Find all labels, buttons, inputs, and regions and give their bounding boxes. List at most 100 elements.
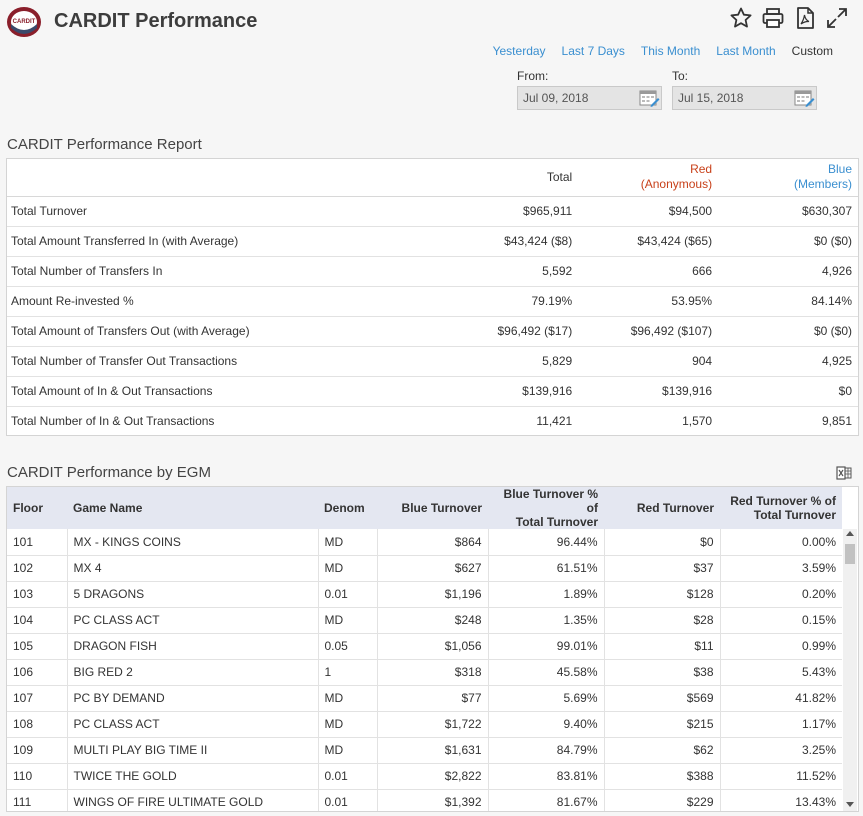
header-actions bbox=[729, 6, 849, 30]
egm-table: Floor Game Name Denom Blue Turnover Blue… bbox=[7, 487, 842, 811]
calendar-icon[interactable] bbox=[638, 88, 660, 108]
row-blue: $0 ($0) bbox=[718, 316, 858, 347]
report-row: Total Number of In & Out Transactions 11,… bbox=[7, 406, 858, 436]
table-row[interactable]: 111 WINGS OF FIRE ULTIMATE GOLD 0.01 $1,392… bbox=[7, 789, 842, 811]
cell-blue-pct: 5.69% bbox=[488, 685, 605, 712]
print-icon[interactable] bbox=[761, 6, 785, 30]
col-red-turnover[interactable]: Red Turnover bbox=[604, 487, 720, 529]
pdf-icon[interactable] bbox=[793, 6, 817, 30]
report-row: Amount Re-invested % 79.19% 53.95% 84.14% bbox=[7, 286, 858, 317]
report-row: Total Number of Transfer Out Transaction… bbox=[7, 346, 858, 377]
cell-blue-pct: 61.51% bbox=[488, 555, 605, 582]
star-icon[interactable] bbox=[729, 6, 753, 30]
cell-red-pct: 41.82% bbox=[720, 685, 842, 712]
cell-floor: 109 bbox=[7, 737, 68, 764]
row-total: $96,492 ($17) bbox=[436, 316, 579, 347]
row-total: 5,592 bbox=[436, 256, 579, 287]
calendar-icon[interactable] bbox=[793, 88, 815, 108]
from-date-input[interactable] bbox=[518, 87, 628, 109]
table-row[interactable]: 109 MULTI PLAY BIG TIME II MD $1,631 84.79% $… bbox=[7, 737, 842, 764]
cell-blue-pct: 84.79% bbox=[488, 737, 605, 764]
cell-floor: 110 bbox=[7, 763, 68, 790]
table-row[interactable]: 103 5 DRAGONS 0.01 $1,196 1.89% $128 0.20% bbox=[7, 581, 842, 608]
table-row[interactable]: 110 TWICE THE GOLD 0.01 $2,822 83.81% $388 11.… bbox=[7, 763, 842, 790]
cell-blue-turnover: $2,822 bbox=[377, 763, 489, 790]
row-red: $96,492 ($107) bbox=[578, 316, 719, 347]
row-red: 666 bbox=[578, 256, 719, 287]
cell-red-pct: 0.15% bbox=[720, 607, 842, 634]
from-date-field[interactable] bbox=[517, 86, 662, 110]
cell-game: 5 DRAGONS bbox=[67, 581, 319, 608]
row-red: $94,500 bbox=[578, 196, 719, 227]
table-row[interactable]: 107 PC BY DEMAND MD $77 5.69% $569 41.82% bbox=[7, 685, 842, 712]
page-title: CARDIT Performance bbox=[54, 10, 258, 32]
range-custom[interactable]: Custom bbox=[791, 44, 833, 58]
report-header-label bbox=[7, 159, 437, 197]
cell-denom: 1 bbox=[318, 659, 378, 686]
cell-red-turnover: $569 bbox=[604, 685, 721, 712]
row-label: Amount Re-invested % bbox=[7, 286, 437, 317]
cell-denom: MD bbox=[318, 607, 378, 634]
range-this-month[interactable]: This Month bbox=[640, 44, 701, 58]
report-header-red: Red (Anonymous) bbox=[578, 159, 719, 197]
col-red-turnover-pct[interactable]: Red Turnover % of Total Turnover bbox=[720, 487, 842, 529]
col-floor[interactable]: Floor bbox=[7, 487, 67, 529]
row-total: 11,421 bbox=[536, 414, 573, 429]
col-blue-turnover-pct[interactable]: Blue Turnover % of Total Turnover bbox=[488, 487, 604, 529]
cell-red-turnover: $0 bbox=[604, 529, 721, 556]
excel-export-icon[interactable] bbox=[836, 465, 852, 481]
col-game-name[interactable]: Game Name bbox=[67, 487, 318, 529]
cell-red-pct: 0.00% bbox=[720, 529, 842, 556]
egm-section-title: CARDIT Performance by EGM bbox=[7, 464, 211, 481]
report-row: Total Amount of Transfers Out (with Aver… bbox=[7, 316, 858, 347]
cell-game: TWICE THE GOLD bbox=[67, 763, 319, 790]
report-header-blue: Blue (Members) bbox=[718, 159, 858, 197]
scroll-down-icon[interactable] bbox=[846, 802, 854, 807]
col-denom[interactable]: Denom bbox=[318, 487, 377, 529]
cell-blue-turnover: $318 bbox=[377, 659, 489, 686]
cell-red-turnover: $28 bbox=[604, 607, 721, 634]
from-date-block: From: bbox=[517, 69, 662, 110]
cell-floor: 103 bbox=[7, 581, 68, 608]
report-row: Total Amount of In & Out Transactions $13… bbox=[7, 376, 858, 407]
range-last-month[interactable]: Last Month bbox=[716, 44, 776, 58]
cell-blue-turnover: $1,196 bbox=[377, 581, 489, 608]
report-table: Total Red (Anonymous) Blue (Members) Tot… bbox=[7, 159, 858, 436]
cell-blue-pct: 1.35% bbox=[488, 607, 605, 634]
row-blue: 4,925 bbox=[718, 346, 858, 377]
table-row[interactable]: 104 PC CLASS ACT MD $248 1.35% $28 0.15% bbox=[7, 607, 842, 634]
cell-floor: 101 bbox=[7, 529, 68, 556]
cell-floor: 102 bbox=[7, 555, 68, 582]
red-sublabel: (Anonymous) bbox=[640, 177, 713, 192]
range-last-7-days[interactable]: Last 7 Days bbox=[561, 44, 625, 58]
table-row[interactable]: 101 MX - KINGS COINS MD $864 96.44% $0 0.00% bbox=[7, 529, 842, 556]
cell-floor: 104 bbox=[7, 607, 68, 634]
row-blue: 4,926 bbox=[718, 256, 858, 287]
col-red-pct-line1: Red Turnover % of bbox=[730, 494, 836, 508]
cell-red-turnover: $62 bbox=[604, 737, 721, 764]
to-date-input[interactable] bbox=[673, 87, 783, 109]
cell-red-pct: 1.17% bbox=[720, 711, 842, 738]
expand-icon[interactable] bbox=[825, 6, 849, 30]
col-blue-pct-line2: Total Turnover bbox=[515, 515, 598, 529]
cardit-logo: CARDIT bbox=[7, 7, 41, 37]
to-date-block: To: bbox=[672, 69, 817, 110]
table-row[interactable]: 102 MX 4 MD $627 61.51% $37 3.59% bbox=[7, 555, 842, 582]
scrollbar-thumb[interactable] bbox=[845, 544, 855, 564]
row-blue: $630,307 bbox=[718, 196, 858, 227]
scroll-up-icon[interactable] bbox=[846, 531, 854, 536]
table-row[interactable]: 106 BIG RED 2 1 $318 45.58% $38 5.43% bbox=[7, 659, 842, 686]
to-date-field[interactable] bbox=[672, 86, 817, 110]
range-yesterday[interactable]: Yesterday bbox=[492, 44, 546, 58]
vertical-scrollbar[interactable] bbox=[843, 529, 857, 811]
row-label: Total Turnover bbox=[7, 196, 437, 227]
to-label: To: bbox=[672, 69, 689, 83]
table-row[interactable]: 105 DRAGON FISH 0.05 $1,056 99.01% $11 0.99% bbox=[7, 633, 842, 660]
row-label: Total Amount of In & Out Transactions bbox=[7, 376, 437, 407]
cell-game: PC BY DEMAND bbox=[67, 685, 319, 712]
col-blue-turnover[interactable]: Blue Turnover bbox=[377, 487, 488, 529]
cell-blue-pct: 9.40% bbox=[488, 711, 605, 738]
row-label: Total Number of Transfers In bbox=[7, 256, 437, 287]
table-row[interactable]: 108 PC CLASS ACT MD $1,722 9.40% $215 1.17% bbox=[7, 711, 842, 738]
cell-red-pct: 3.59% bbox=[720, 555, 842, 582]
